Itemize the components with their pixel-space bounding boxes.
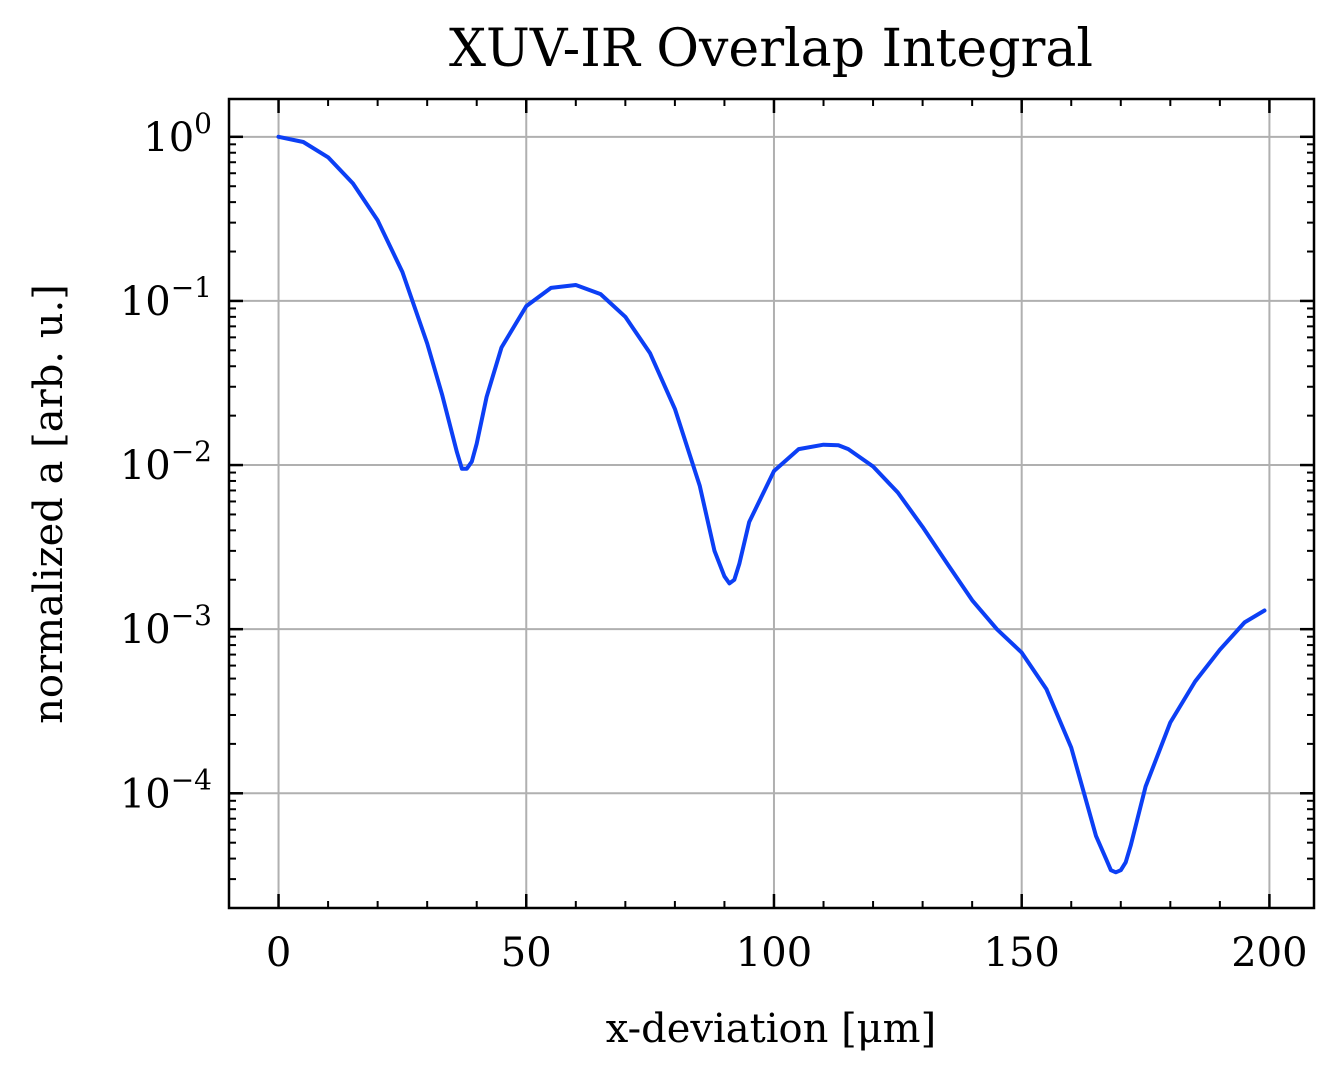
grid (229, 99, 1314, 908)
y-tick-label: 10−2 (120, 435, 212, 489)
x-tick-label: 50 (501, 930, 552, 976)
series-line (276, 134, 1267, 875)
x-tick-labels: 0 50 100 150 200 (266, 930, 1308, 976)
x-tick-label: 0 (266, 930, 291, 976)
y-tick-label: 10−4 (120, 763, 212, 817)
y-tick-label: 10−1 (120, 271, 212, 325)
series-layer (276, 134, 1267, 875)
plot-frame (227, 97, 1316, 910)
x-tick-label: 150 (984, 930, 1060, 976)
y-tick-label: 100 (143, 107, 212, 161)
x-axis-label: x-deviation [μm] (606, 1006, 936, 1052)
y-tick-labels: 100 10−1 10−2 10−3 10−4 (120, 107, 212, 817)
ticks (228, 99, 1314, 909)
x-tick-label: 100 (736, 930, 812, 976)
x-tick-label: 200 (1231, 930, 1307, 976)
y-axis-label: normalized a [arb. u.] (26, 284, 72, 724)
y-tick-label: 10−3 (120, 599, 212, 653)
chart-title: XUV-IR Overlap Integral (449, 19, 1093, 79)
